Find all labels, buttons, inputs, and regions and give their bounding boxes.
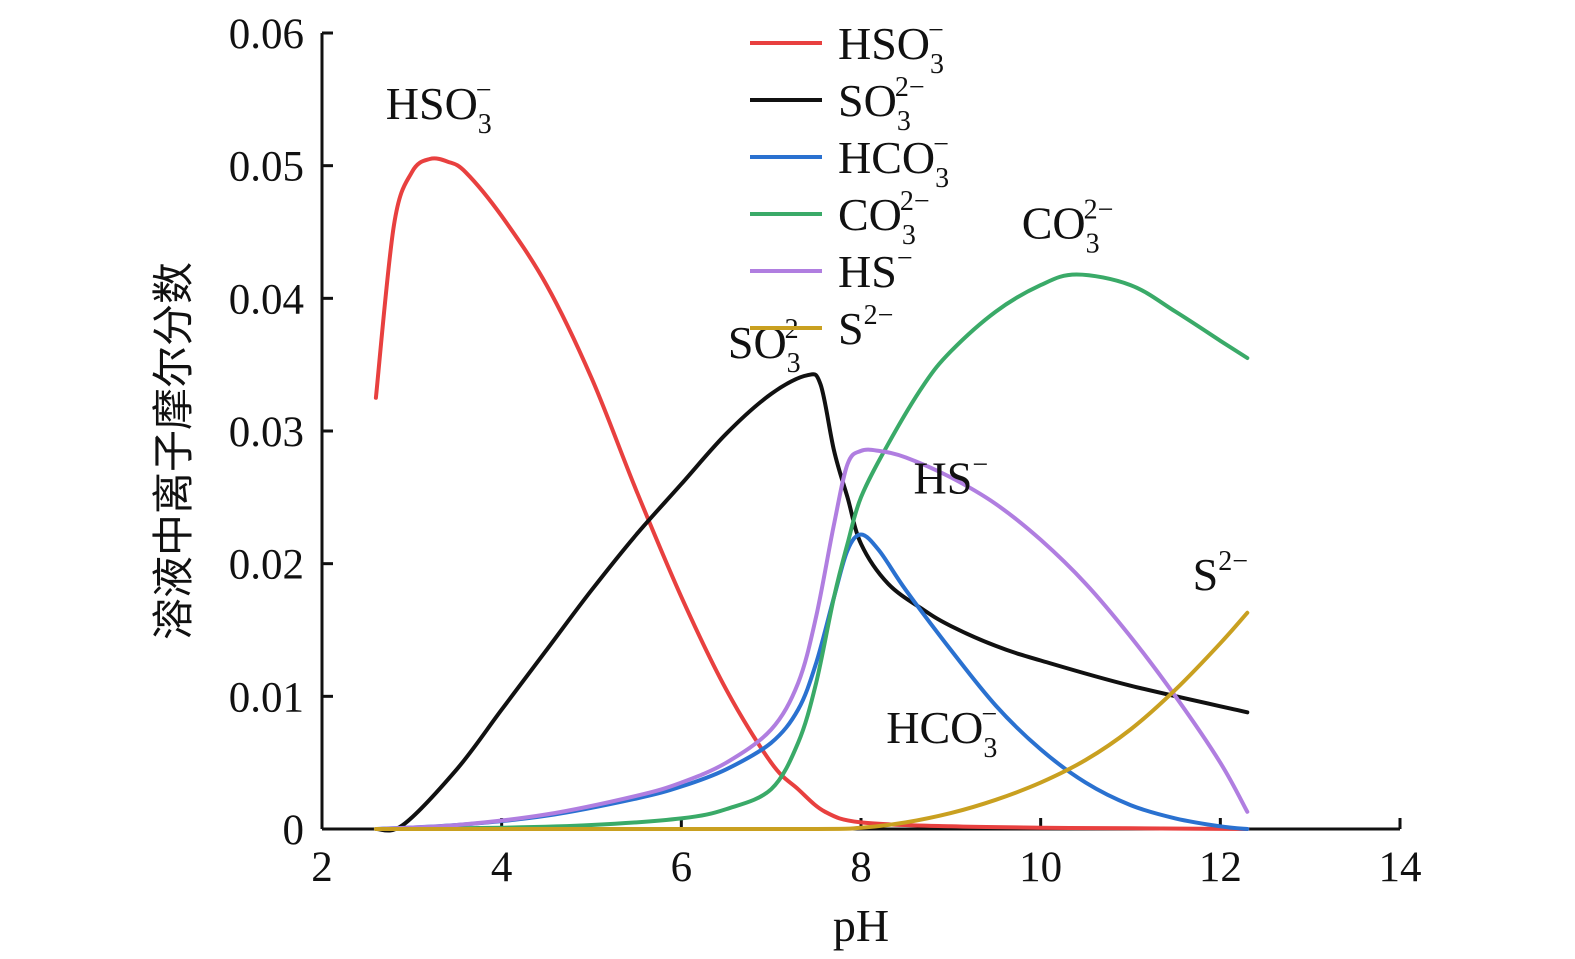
curve-label-base: SO: [728, 317, 787, 368]
legend-label-base: HCO: [838, 132, 935, 183]
y-tick-label: 0: [283, 807, 305, 854]
y-axis-label: 溶液中离子摩尔分数: [149, 262, 198, 640]
series-line-0: [373, 156, 1250, 831]
x-tick-label: 12: [1199, 844, 1242, 891]
series-line-1: [373, 372, 1250, 833]
legend-label-sub: 3: [897, 106, 911, 137]
series-line-2: [373, 532, 1250, 831]
curve-label-sub: 3: [1086, 229, 1100, 260]
y-tick-label: 0.02: [229, 542, 304, 589]
curve-label-sub: 3: [787, 348, 801, 379]
legend-label-sup: −: [928, 15, 944, 46]
legend-item: HCO3−: [750, 129, 949, 194]
legend: HSO3−SO32−HCO3−CO32−HS−S2−: [750, 15, 949, 354]
curve-label-sup: −: [972, 449, 988, 480]
legend-item: SO32−: [750, 72, 925, 137]
y-tick-label: 0.06: [229, 11, 304, 58]
x-tick-label: 4: [491, 844, 513, 891]
y-tick-label: 0.05: [229, 144, 304, 191]
series-line-4: [373, 447, 1250, 831]
curve-label-sup: 2−: [1084, 195, 1114, 226]
curve-label: S2−: [1193, 546, 1248, 600]
legend-item: CO32−: [750, 186, 930, 251]
x-tick-label: 8: [850, 844, 872, 891]
curve-label: HSO3−: [386, 75, 492, 140]
curve-label-base: HS: [914, 452, 973, 503]
y-ticks: 0 0.01 0.02 0.03 0.04 0.05 0.06: [229, 11, 333, 854]
curve-label: SO32−: [728, 314, 815, 379]
legend-item: S2−: [750, 300, 893, 354]
curve-label-sup: −: [476, 75, 492, 106]
curve-label-sup: −: [981, 699, 997, 730]
axes: 2 4 6 8 10 12 14 00.010.020.030.040.050.06 pH …: [149, 11, 1422, 951]
legend-label: HCO3−: [838, 129, 949, 194]
legend-label-sup: 2−: [900, 186, 930, 217]
legend-label-base: HSO: [838, 18, 930, 69]
legend-label: HSO3−: [838, 15, 944, 80]
x-tick-label: 14: [1379, 844, 1422, 891]
curve-label-base: S: [1193, 549, 1219, 600]
legend-label-sup: −: [897, 243, 913, 274]
x-axis-label: pH: [833, 900, 889, 951]
y-tick-label: 0.04: [229, 276, 304, 323]
curve-label-sub: 3: [983, 733, 997, 764]
x-tick-label: 2: [311, 844, 333, 891]
curve-label-base: CO: [1022, 198, 1086, 249]
x-tick-label: 6: [671, 844, 693, 891]
legend-label-base: HS: [838, 246, 897, 297]
legend-label-base: CO: [838, 189, 902, 240]
legend-label-sup: 2−: [864, 300, 894, 331]
legend-item: HSO3−: [750, 15, 944, 80]
curve-label-sub: 3: [478, 109, 492, 140]
legend-label-sup: −: [933, 129, 949, 160]
legend-label: HS−: [838, 243, 913, 297]
series-line-3: [373, 272, 1250, 831]
curve-label: CO32−: [1022, 195, 1114, 260]
curve-annotations: HSO3−SO32−HCO3−CO32−HS−S2−: [386, 75, 1248, 764]
curve-label-sup: 2−: [1218, 546, 1248, 577]
y-tick-label: 0.01: [229, 674, 304, 721]
legend-item: HS−: [750, 243, 913, 297]
legend-label-base: SO: [838, 75, 897, 126]
curve-label-base: HSO: [386, 78, 478, 129]
curve-label-base: HCO: [886, 702, 983, 753]
legend-label: SO32−: [838, 72, 925, 137]
series-lines: [373, 156, 1250, 833]
x-ticks: 2 4 6 8 10 12 14: [311, 818, 1422, 891]
legend-label-sub: 3: [935, 163, 949, 194]
legend-label-sub: 3: [902, 220, 916, 251]
legend-label-sup: 2−: [895, 72, 925, 103]
legend-label: CO32−: [838, 186, 930, 251]
legend-label-base: S: [838, 303, 864, 354]
legend-label: S2−: [838, 300, 893, 354]
curve-label: HCO3−: [886, 699, 997, 764]
y-tick-label: 0.03: [229, 409, 304, 456]
curve-label: HS−: [914, 449, 989, 503]
series-line-5: [373, 610, 1250, 832]
x-tick-label: 10: [1019, 844, 1062, 891]
legend-label-sub: 3: [930, 49, 944, 80]
